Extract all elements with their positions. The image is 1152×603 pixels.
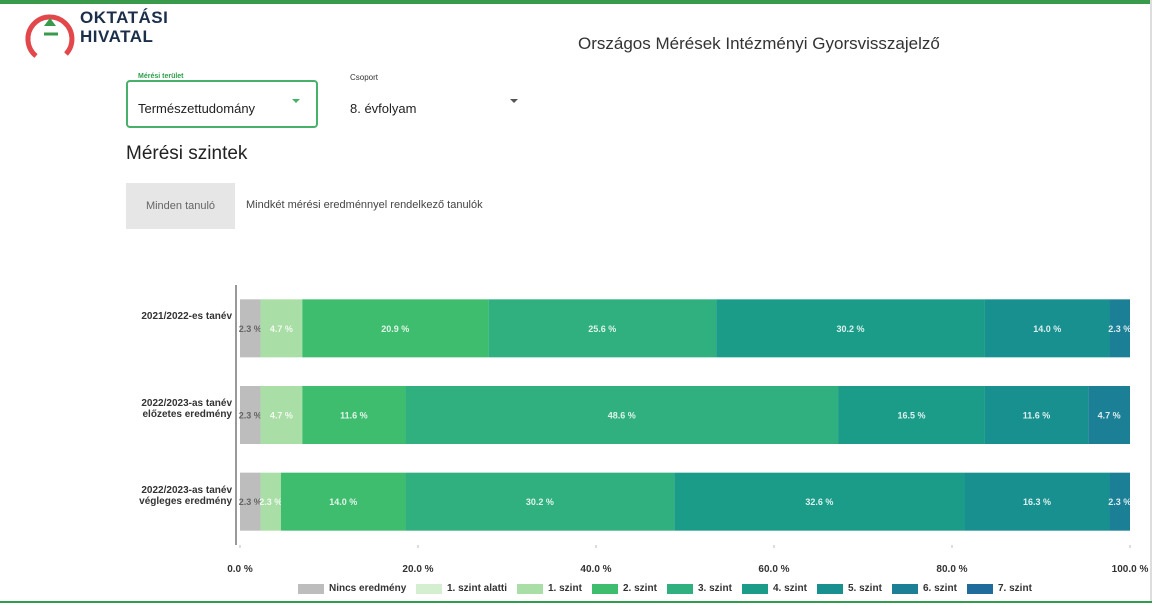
x-tick-label: 60.0 %: [758, 564, 789, 575]
legend-swatch: [967, 583, 993, 594]
bar-segment: [405, 386, 839, 444]
tab[interactable]: Mindkét mérési eredménnyel rendelkező ta…: [246, 199, 483, 211]
bar-segment: [716, 299, 985, 358]
select-value[interactable]: Természettudomány: [138, 101, 256, 116]
data-label: 2.3 %: [239, 324, 262, 334]
logo: [25, 14, 75, 58]
legend-label: 7. szint: [998, 583, 1032, 594]
x-tick-label: 40.0 %: [580, 564, 611, 575]
brand: OKTATÁSI HIVATAL: [80, 8, 168, 46]
data-label: 30.2 %: [837, 324, 865, 334]
data-label: 30.2 %: [526, 497, 554, 507]
brand-line: OKTATÁSI: [80, 8, 169, 27]
bar-segment: [984, 299, 1110, 358]
bar-segment: [260, 472, 281, 531]
legend-swatch: [592, 583, 618, 594]
caret: [510, 99, 518, 103]
data-label: 2.3 %: [259, 497, 282, 507]
bar-segment: [260, 386, 303, 444]
legend-item: 5. szint: [817, 583, 882, 594]
bar-segment: [280, 472, 406, 531]
legend-label: 1. szint alatti: [447, 583, 508, 594]
data-label: 2.3 %: [239, 411, 262, 421]
bar-segment: [405, 472, 675, 531]
select-label: Mérési terület: [136, 73, 186, 80]
data-label: 2.3 %: [1108, 324, 1131, 334]
legend-label: 2. szint: [623, 583, 657, 594]
x-tick-label: 20.0 %: [402, 564, 433, 575]
border: [0, 601, 1152, 603]
legend-item: 2. szint: [592, 583, 657, 594]
legend-item: Nincs eredmény: [298, 583, 406, 594]
data-label: 4.7 %: [270, 411, 293, 421]
legend-swatch: [667, 583, 693, 594]
legend-swatch: [416, 583, 442, 594]
top-bar: [0, 0, 1152, 4]
data-label: 48.6 %: [608, 411, 636, 421]
data-label: 11.6 %: [340, 411, 368, 421]
legend-label: 4. szint: [773, 583, 807, 594]
bar-segment: [302, 386, 406, 444]
section-heading: Mérési szintek: [126, 143, 248, 164]
legend-label: 3. szint: [698, 583, 732, 594]
data-label: 14.0 %: [329, 497, 357, 507]
category-label: 2021/2022-es tanév: [141, 311, 232, 323]
data-label: 14.0 %: [1033, 324, 1061, 334]
select-value[interactable]: 8. évfolyam: [350, 101, 417, 116]
data-label: 16.5 %: [897, 411, 925, 421]
legend-item: 1. szint: [517, 583, 582, 594]
legend-item: 3. szint: [667, 583, 732, 594]
data-label: 20.9 %: [381, 324, 409, 334]
x-tick-label: 100.0 %: [1112, 564, 1149, 575]
bar-segment: [240, 299, 261, 358]
bar-segment: [488, 299, 717, 358]
legend-swatch: [517, 583, 543, 594]
x-tick-label: 80.0 %: [936, 564, 967, 575]
legend-label: 5. szint: [848, 583, 882, 594]
bar-segment: [1088, 386, 1130, 444]
bar-segment: [260, 299, 303, 358]
legend-item: 6. szint: [892, 583, 957, 594]
data-label: 4.7 %: [1098, 411, 1121, 421]
category-label: 2022/2023-as tanév előzetes eredmény: [141, 398, 232, 420]
legend-item: 4. szint: [742, 583, 807, 594]
caret: [292, 99, 300, 103]
legend-swatch: [892, 583, 918, 594]
bar-segment: [674, 472, 965, 531]
legend-swatch: [742, 583, 768, 594]
legend-label: 6. szint: [923, 583, 957, 594]
legend-item: 7. szint: [967, 583, 1032, 594]
border: [1150, 0, 1152, 603]
legend-label: 1. szint: [548, 583, 582, 594]
bar-segment: [1109, 472, 1130, 531]
legend-label: Nincs eredmény: [329, 583, 407, 594]
tab[interactable]: Minden tanuló: [126, 183, 235, 229]
data-label: 25.6 %: [588, 324, 616, 334]
bar-segment: [838, 386, 985, 444]
legend-swatch: [298, 583, 324, 594]
data-label: 4.7 %: [270, 324, 293, 334]
category-label: 2022/2023-as tanév végleges eredmény: [139, 484, 232, 507]
bar-segment: [240, 472, 261, 531]
legend-swatch: [817, 583, 843, 594]
data-label: 32.6 %: [805, 497, 833, 507]
select-label: Csoport: [350, 73, 379, 82]
data-label: 2.3 %: [239, 497, 262, 507]
bar-segment: [964, 472, 1110, 531]
bar-segment: [984, 386, 1089, 444]
legend-item: 1. szint alatti: [416, 583, 507, 594]
bar-segment: [240, 386, 261, 444]
bar-segment: [302, 299, 489, 358]
data-label: 2.3 %: [1108, 497, 1131, 507]
brand-line: HIVATAL: [80, 27, 154, 46]
app-title: Országos Mérések Intézményi Gyorsvisszaj…: [578, 34, 940, 53]
select-box[interactable]: [126, 80, 318, 128]
data-label: 11.6 %: [1023, 411, 1051, 421]
bar-segment: [1109, 299, 1130, 358]
x-tick-label: 0.0 %: [227, 564, 253, 575]
data-label: 16.3 %: [1023, 497, 1051, 507]
